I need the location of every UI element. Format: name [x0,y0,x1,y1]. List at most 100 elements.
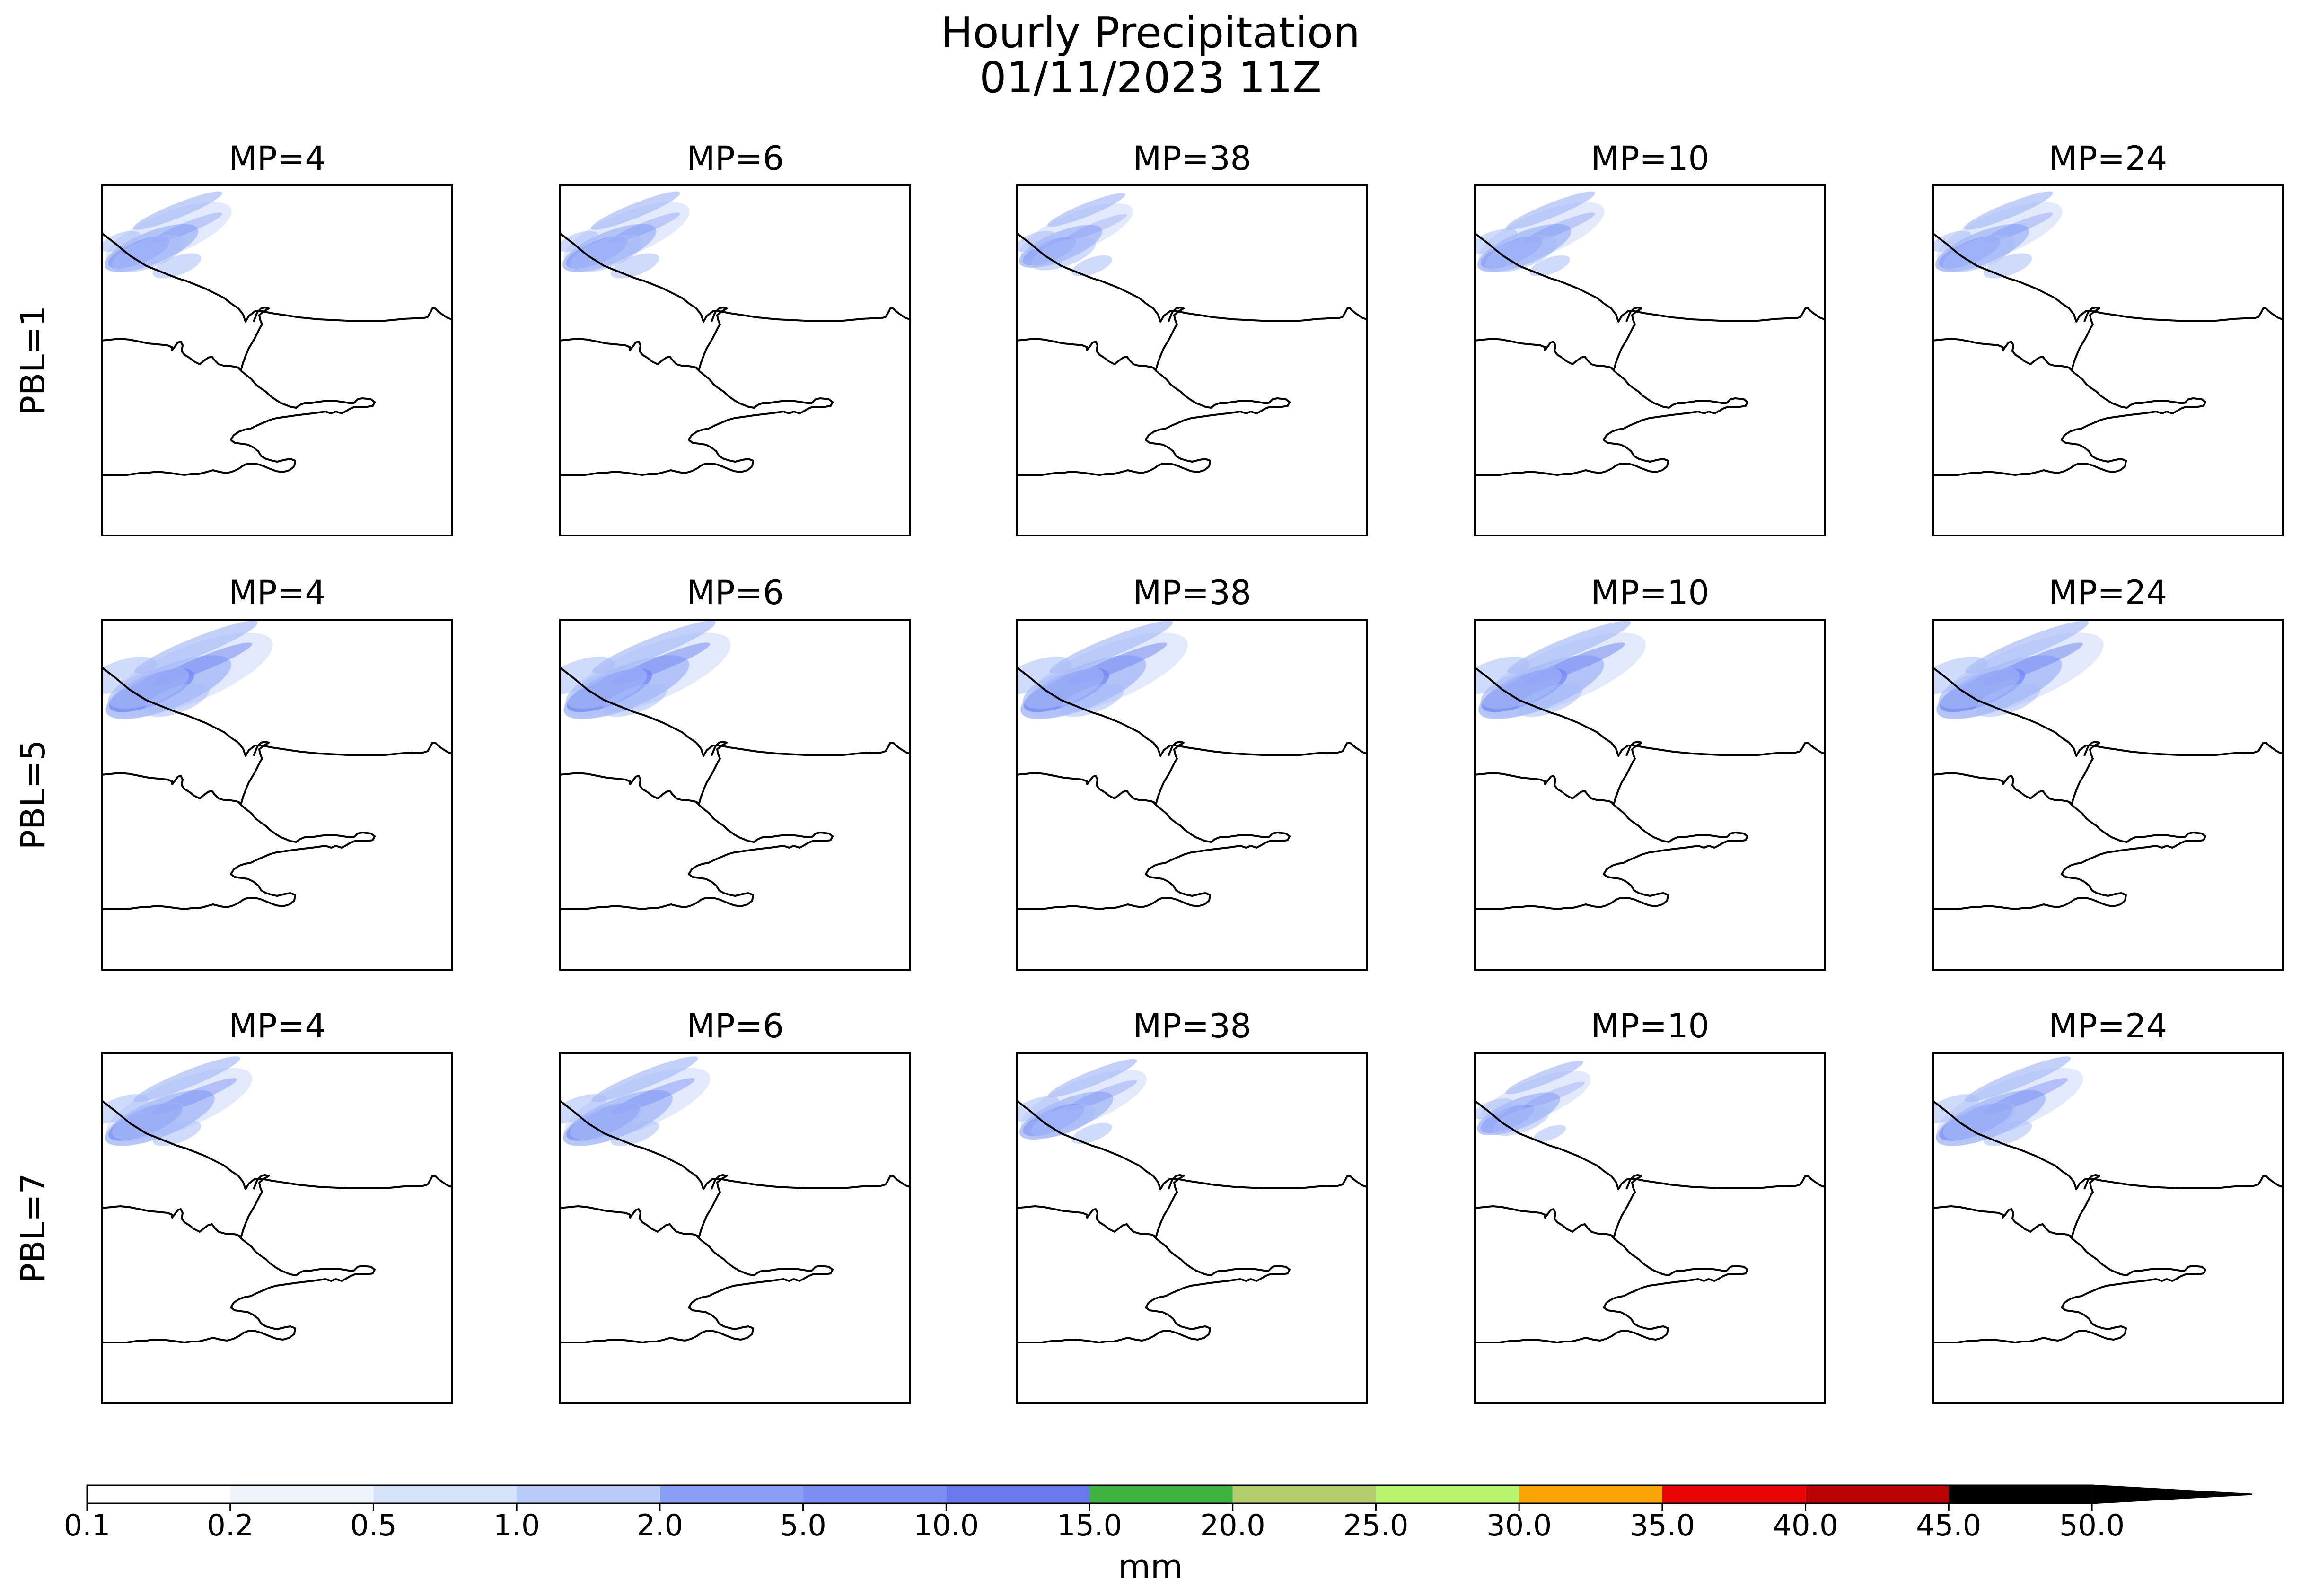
panel-frame [1932,619,2284,971]
precip-area [1533,1125,1566,1142]
panel-frame [1932,1052,2284,1404]
coastline [101,741,270,804]
colorbar-segment [1089,1485,1233,1503]
coastline [1016,741,1185,804]
precip-area [1474,228,1518,254]
panel-title: MP=6 [686,139,784,178]
map-canvas [1016,1052,1368,1404]
map-canvas [101,619,453,971]
precip-area [1016,230,1055,252]
panel-title: MP=6 [686,1007,784,1045]
precip-area [1505,1061,1583,1095]
coastline [1932,307,2100,370]
map-canvas [1474,184,1826,536]
map-canvas [1932,184,2284,536]
coastline [1474,232,1826,323]
colorbar-tick-label: 5.0 [780,1508,826,1543]
coastline [101,232,453,323]
precip-area [152,253,202,279]
map-panel [1016,184,1368,536]
precip-area [1485,235,1558,272]
panel-frame [1016,184,1368,536]
panel-title: MP=10 [1590,1007,1710,1045]
colorbar-segment [1376,1485,1519,1503]
coastline [1016,801,1291,910]
precip-area [1047,193,1125,227]
precip-area [112,235,185,272]
precip-area [1932,230,1971,252]
colorbar-tick-label: 0.2 [207,1508,254,1543]
precip-area [610,1121,659,1146]
precip-area [1964,1056,2071,1102]
map-panel [559,619,911,971]
precip-area [1481,666,1562,709]
panel-frame [1016,619,1368,971]
coastline [1016,367,1291,476]
map-panel [101,619,453,971]
panel-title: MP=24 [2048,139,2168,178]
panel-frame [1932,184,2284,536]
panel-title: MP=6 [686,573,784,612]
map-canvas [1474,1052,1826,1404]
precip-area [1529,255,1570,277]
colorbar-tick-label: 1.0 [493,1508,540,1543]
precip-area [1517,683,1582,717]
panel-title: MP=4 [228,573,326,612]
coastline [1016,1235,1291,1343]
precip-area [112,1102,185,1140]
precip-area [559,1094,606,1124]
colorbar-tick-label: 35.0 [1629,1508,1695,1543]
map-panel [559,1052,911,1404]
colorbar-tick-label: 40.0 [1773,1508,1838,1543]
precip-area [1939,666,2020,709]
coastline [1474,1099,1826,1190]
map-panel [1932,184,2284,536]
figure-title: Hourly Precipitation [940,8,1361,58]
colorbar-segment [1662,1485,1806,1503]
coastline [559,1174,728,1237]
map-canvas [1474,619,1826,971]
precip-area [602,683,667,717]
precip-area [1493,1106,1550,1136]
coastline [1474,741,1642,804]
precip-area [1474,1098,1513,1120]
coastline [1932,741,2100,804]
precip-area [133,191,222,230]
precip-area [1016,1096,1060,1122]
colorbar-segment [946,1485,1090,1503]
panel-frame [1016,1052,1368,1404]
coastline [1932,801,2206,910]
coastline [1474,666,1826,757]
map-canvas [559,184,911,536]
coastline [1932,1235,2206,1343]
map-canvas [559,619,911,971]
precip-area [1523,1081,1585,1108]
colorbar-tick-label: 10.0 [913,1508,979,1543]
colorbar-tick-label: 30.0 [1486,1508,1552,1543]
row-label: PBL=1 [14,305,53,416]
panel-title: MP=10 [1590,573,1710,612]
coastline [1932,1099,2284,1190]
coastline [1474,367,1748,476]
map-canvas [1016,184,1368,536]
precip-area [610,253,659,279]
coastline [101,666,453,757]
precip-area [1031,1104,1096,1138]
precip-area [559,230,598,252]
colorbar-tick-label: 0.1 [63,1508,111,1543]
colorbar-outline [86,1484,2253,1504]
coastline [559,232,911,323]
coastline [1932,1174,2100,1237]
coastline [1474,1235,1748,1343]
precip-area [1065,214,1127,241]
colorbar-segment [1805,1485,1949,1503]
map-canvas [101,184,453,536]
coastline [1016,666,1368,757]
coastline [1932,666,2284,757]
colorbar-segment [230,1485,374,1503]
map-panel [101,1052,453,1404]
coastline [101,367,376,476]
coastline [559,367,834,476]
colorbar-tick-label: 15.0 [1056,1508,1123,1543]
precip-area [1983,1121,2032,1146]
